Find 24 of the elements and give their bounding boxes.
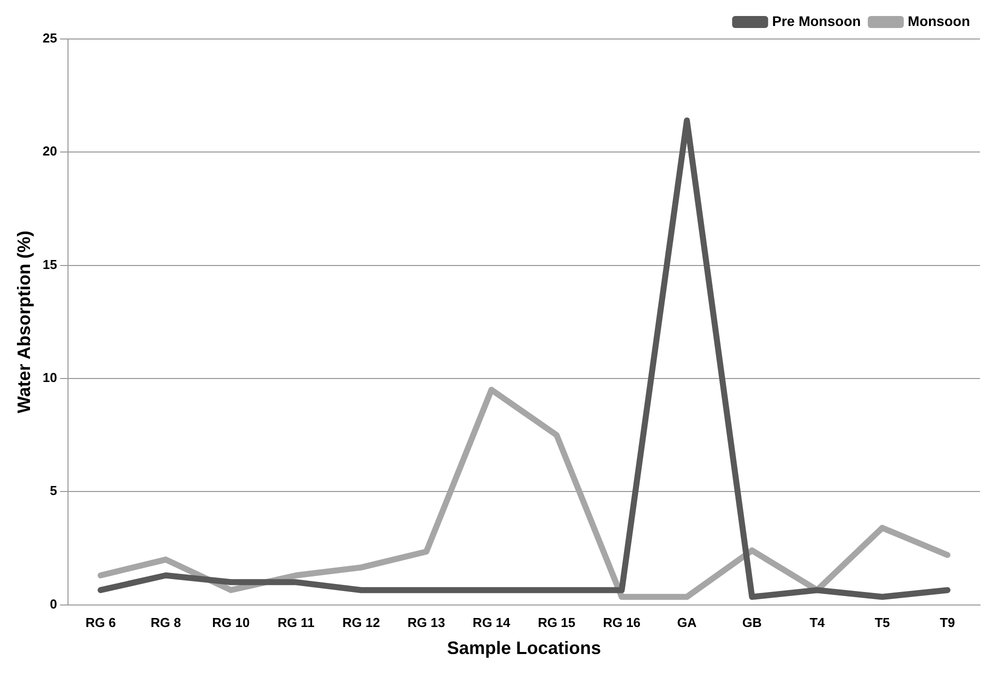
x-tick-label: RG 12 (342, 615, 380, 630)
x-tick-label: GB (742, 615, 762, 630)
y-tick-label: 5 (50, 483, 58, 498)
y-tick-label: 20 (42, 144, 58, 159)
y-tick-label: 15 (42, 256, 58, 272)
x-tick-label: GA (677, 615, 698, 630)
x-tick-label: RG 8 (150, 615, 181, 630)
x-tick-label: T5 (874, 615, 890, 630)
x-tick-label: RG 6 (85, 615, 116, 630)
x-axis-title: Sample Locations (447, 638, 602, 658)
x-tick-label: T4 (810, 615, 826, 630)
x-tick-label: RG 11 (278, 615, 314, 630)
legend-label: Monsoon (908, 12, 970, 29)
x-tick-label: T9 (940, 615, 956, 630)
y-tick-label: 10 (42, 370, 58, 386)
x-tick-label: RG 15 (538, 615, 576, 630)
y-tick-label: 0 (50, 596, 58, 612)
x-tick-label: RG 14 (472, 615, 512, 630)
x-tick-label: RG 10 (212, 615, 250, 630)
y-tick-label: 25 (42, 30, 58, 46)
legend-label: Pre Monsoon (772, 12, 861, 29)
y-axis-title: Water Absorption (%) (14, 230, 34, 414)
x-tick-label: RG 16 (602, 615, 641, 630)
x-tick-label: RG 13 (408, 615, 446, 630)
